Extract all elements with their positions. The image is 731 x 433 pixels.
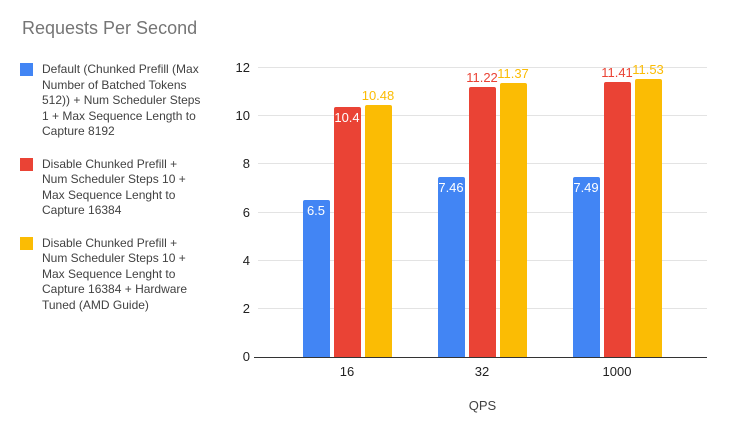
x-tick-label: 16 bbox=[339, 364, 355, 379]
bar-series-1: 7.49 bbox=[572, 176, 600, 357]
value-label: 11.37 bbox=[497, 66, 529, 82]
bar-series-2: 11.41 bbox=[601, 65, 633, 357]
y-tick-label: 4 bbox=[242, 252, 250, 268]
value-label: 7.49 bbox=[573, 179, 599, 195]
value-label: 11.53 bbox=[632, 62, 664, 78]
legend-label: Default (Chunked Prefill (Max Number of … bbox=[42, 62, 201, 138]
y-tick-label: 10 bbox=[235, 108, 250, 124]
y-tick-label: 8 bbox=[242, 156, 250, 172]
legend-swatch-icon bbox=[20, 157, 33, 171]
x-tick-label: 32 bbox=[474, 364, 490, 379]
bar-series-3: 11.53 bbox=[632, 62, 664, 357]
bar-group: 7.49 11.41 11.53 bbox=[550, 62, 685, 357]
plot-area: 0 2 4 6 8 10 12 6.5 10.4 10.48 16 7.46 11.22 11.37 32 7… bbox=[236, 60, 707, 379]
value-label: 10.4 bbox=[334, 109, 360, 125]
x-axis-title: QPS bbox=[468, 398, 497, 413]
bar-series-3: 11.37 bbox=[497, 66, 529, 357]
y-tick-label: 2 bbox=[242, 300, 250, 316]
value-label: 11.41 bbox=[601, 65, 633, 81]
value-label: 11.22 bbox=[466, 69, 498, 85]
y-tick-label: 6 bbox=[242, 204, 250, 220]
x-tick-label: 1000 bbox=[602, 364, 632, 379]
legend-item: Default (Chunked Prefill (Max Number of … bbox=[20, 62, 220, 140]
value-label: 7.46 bbox=[438, 180, 464, 196]
chart-title: Requests Per Second bbox=[22, 18, 198, 38]
bar-group: 6.5 10.4 10.48 bbox=[280, 88, 415, 357]
legend: Default (Chunked Prefill (Max Number of … bbox=[20, 62, 220, 313]
bar-series-1: 6.5 bbox=[302, 200, 330, 357]
legend-swatch-icon bbox=[20, 63, 33, 76]
value-label: 10.48 bbox=[361, 87, 395, 103]
y-tick-label: 0 bbox=[242, 349, 250, 364]
legend-label: Disable Chunked Prefill + Num Scheduler … bbox=[42, 235, 188, 312]
y-tick-label: 12 bbox=[235, 60, 250, 75]
legend-item: Disable Chunked Prefill + Num Scheduler … bbox=[20, 236, 220, 314]
bar-series-1: 7.46 bbox=[437, 177, 465, 357]
legend-swatch-icon bbox=[20, 236, 33, 250]
value-label: 6.5 bbox=[306, 203, 326, 219]
bar-group: 7.46 11.22 11.37 bbox=[415, 66, 550, 357]
legend-label: Disable Chunked Prefill + Num Scheduler … bbox=[42, 156, 186, 218]
legend-item: Disable Chunked Prefill + Num Scheduler … bbox=[20, 157, 220, 219]
bar-series-2: 10.4 bbox=[333, 106, 361, 357]
gridline bbox=[258, 67, 707, 68]
bar-series-3: 10.48 bbox=[362, 88, 394, 357]
bar-series-2: 11.22 bbox=[466, 70, 498, 357]
